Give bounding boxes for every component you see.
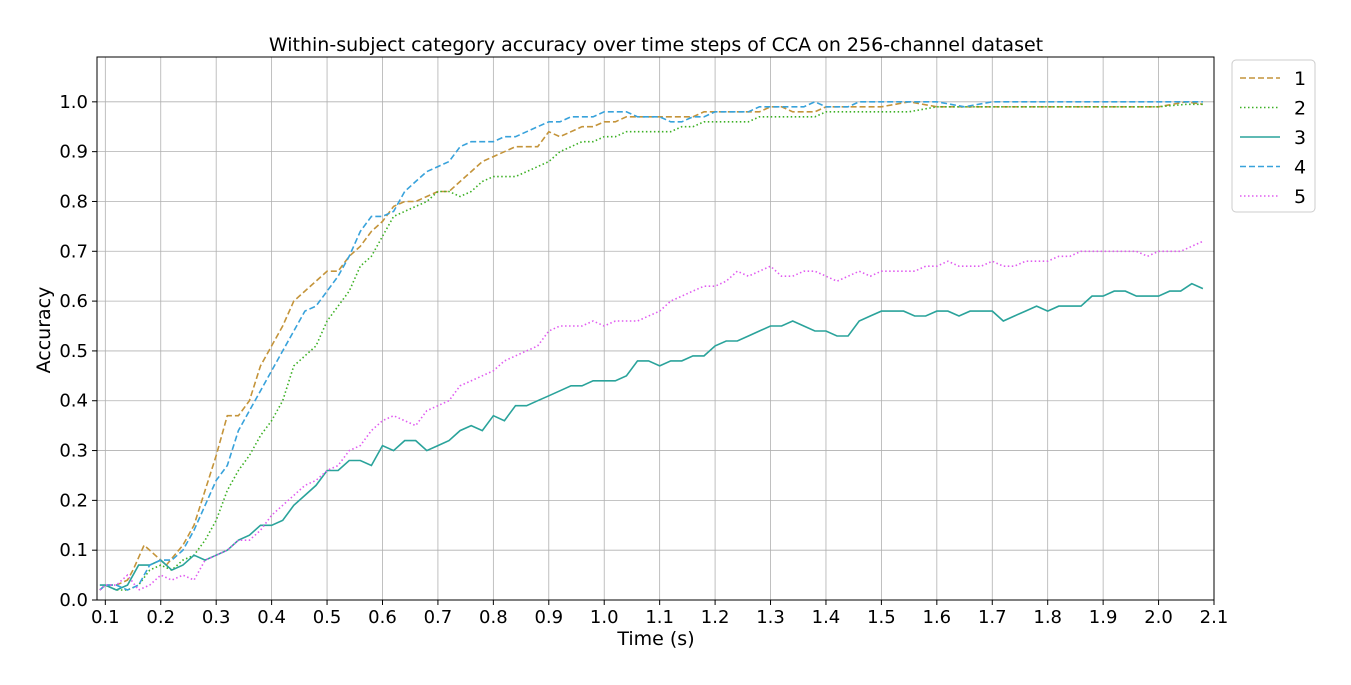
x-tick-label: 0.7 bbox=[424, 607, 453, 628]
y-tick-label: 0.8 bbox=[59, 191, 88, 212]
legend: 1 2 3 4 5 bbox=[1231, 59, 1316, 213]
x-tick-label: 0.6 bbox=[368, 607, 397, 628]
x-tick-label: 1.0 bbox=[590, 607, 619, 628]
y-tick-label: 1.0 bbox=[59, 92, 88, 113]
series-line-5 bbox=[99, 240, 1204, 591]
x-axis-label: Time (s) bbox=[616, 628, 694, 650]
x-tick-label: 1.5 bbox=[867, 607, 896, 628]
x-axis: 0.1 0.2 0.3 0.4 0.5 0.6 0.7 0.8 0.9 1.0 1.1 1.2 1.3 1… bbox=[91, 600, 1228, 628]
y-tick-label: 0.6 bbox=[59, 291, 88, 312]
legend-label-2: 2 bbox=[1294, 98, 1306, 120]
y-tick-label: 0.0 bbox=[59, 590, 88, 611]
y-tick-label: 0.7 bbox=[59, 241, 88, 262]
legend-label-5: 5 bbox=[1294, 186, 1306, 208]
x-tick-label: 0.1 bbox=[91, 607, 120, 628]
x-tick-label: 0.9 bbox=[534, 607, 563, 628]
series-line-4 bbox=[99, 100, 1203, 591]
x-tick-label: 2.1 bbox=[1200, 607, 1229, 628]
x-tick-label: 1.9 bbox=[1089, 607, 1118, 628]
legend-label-3: 3 bbox=[1294, 127, 1306, 149]
x-tick-label: 1.1 bbox=[645, 607, 674, 628]
y-tick-label: 0.4 bbox=[59, 391, 88, 412]
y-tick-label: 0.9 bbox=[59, 142, 88, 163]
y-tick-label: 0.1 bbox=[59, 540, 88, 561]
legend-box bbox=[1231, 59, 1316, 213]
x-tick-label: 1.8 bbox=[1033, 607, 1062, 628]
x-tick-label: 0.2 bbox=[146, 607, 175, 628]
y-axis-label: Accuracy bbox=[33, 287, 55, 374]
x-tick-label: 1.2 bbox=[701, 607, 730, 628]
x-tick-label: 2.0 bbox=[1144, 607, 1173, 628]
x-tick-label: 1.6 bbox=[923, 607, 952, 628]
x-tick-label: 0.3 bbox=[202, 607, 231, 628]
y-axis: 0.0 0.1 0.2 0.3 0.4 0.5 0.6 0.7 0.8 0.9 1.0 bbox=[59, 92, 97, 611]
series-line-3 bbox=[99, 282, 1204, 591]
legend-label-4: 4 bbox=[1294, 157, 1306, 179]
series-line-1 bbox=[99, 100, 1204, 591]
x-tick-label: 1.7 bbox=[978, 607, 1007, 628]
y-tick-label: 0.3 bbox=[59, 441, 88, 462]
x-tick-label: 0.4 bbox=[257, 607, 286, 628]
x-tick-label: 1.4 bbox=[812, 607, 841, 628]
x-tick-label: 0.8 bbox=[479, 607, 508, 628]
y-tick-label: 0.2 bbox=[59, 490, 88, 511]
y-tick-label: 0.5 bbox=[59, 341, 88, 362]
chart-title: Within-subject category accuracy over ti… bbox=[269, 34, 1043, 56]
series-line-2 bbox=[99, 103, 1203, 591]
x-tick-label: 0.5 bbox=[313, 607, 342, 628]
grid-lines bbox=[97, 57, 1215, 601]
legend-label-1: 1 bbox=[1294, 68, 1306, 90]
series-group bbox=[99, 100, 1204, 591]
plot-frame bbox=[96, 56, 1215, 601]
x-tick-label: 1.3 bbox=[756, 607, 785, 628]
